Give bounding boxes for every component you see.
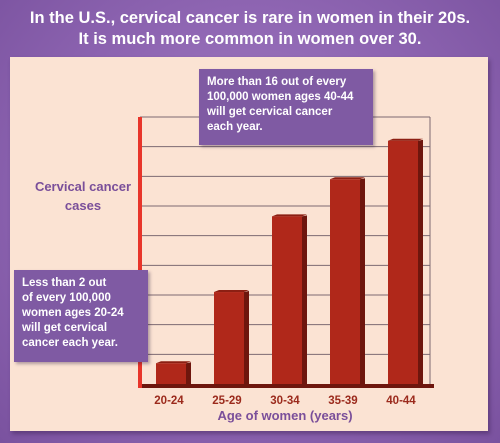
bar-20-24	[156, 363, 186, 384]
y-axis-label: Cervical cancer cases	[28, 177, 138, 215]
callout-40-44: More than 16 out of every 100,000 women …	[199, 69, 373, 145]
x-tick-label-35-39: 35-39	[328, 395, 357, 407]
bar-side-25-29	[244, 291, 249, 384]
bar-35-39	[330, 179, 360, 384]
y-axis-line	[138, 117, 142, 388]
y-axis-label-line-1: Cervical cancer	[34, 179, 132, 194]
bar-side-35-39	[360, 178, 365, 384]
callout-20-24-line-5: cancer each year.	[22, 337, 118, 349]
bar-side-20-24	[186, 362, 191, 384]
bar-top-30-34	[272, 214, 307, 217]
bar-top-20-24	[156, 361, 191, 364]
chart-panel: 20-24 25-29 30-34 35-39 40-44 Cervical cance…	[10, 57, 488, 431]
callout-20-24-line-1: Less than 2 out	[22, 277, 107, 289]
bar-side-30-34	[302, 215, 307, 384]
bar-30-34	[272, 216, 302, 384]
callout-20-24-line-4: will get cervical	[22, 322, 108, 334]
x-tick-label-30-34: 30-34	[270, 395, 300, 407]
x-axis-label: Age of women (years)	[217, 408, 353, 423]
x-tick-label-40-44: 40-44	[386, 395, 416, 407]
bar-chart: 20-24 25-29 30-34 35-39 40-44	[138, 116, 434, 407]
bar-top-35-39	[330, 177, 365, 180]
x-tick-label-25-29: 25-29	[212, 395, 241, 407]
bar-side-40-44	[418, 139, 423, 384]
bar-40-44	[388, 140, 418, 384]
bar-top-25-29	[214, 290, 249, 293]
headline-line-1: In the U.S., cervical cancer is rare in …	[29, 9, 471, 27]
callout-40-44-line-1: More than 16 out of every	[207, 76, 347, 88]
y-axis-label-line-2: cases	[64, 198, 102, 213]
headline: In the U.S., cervical cancer is rare in …	[0, 8, 500, 50]
callout-40-44-line-2: 100,000 women ages 40-44	[207, 91, 354, 103]
bar-top-40-44	[388, 138, 423, 141]
callout-40-44-line-4: each year.	[207, 121, 263, 133]
callout-20-24-line-3: women ages 20-24	[22, 307, 124, 319]
callout-40-44-line-3: will get cervical cancer	[207, 106, 333, 118]
callout-20-24: Less than 2 out of every 100,000 women a…	[14, 270, 148, 362]
x-tick-label-20-24: 20-24	[154, 395, 184, 407]
bar-25-29	[214, 292, 244, 384]
headline-line-2: It is much more common in women over 30.	[78, 30, 422, 48]
callout-20-24-line-2: of every 100,000	[22, 292, 111, 304]
baseline	[140, 384, 434, 388]
